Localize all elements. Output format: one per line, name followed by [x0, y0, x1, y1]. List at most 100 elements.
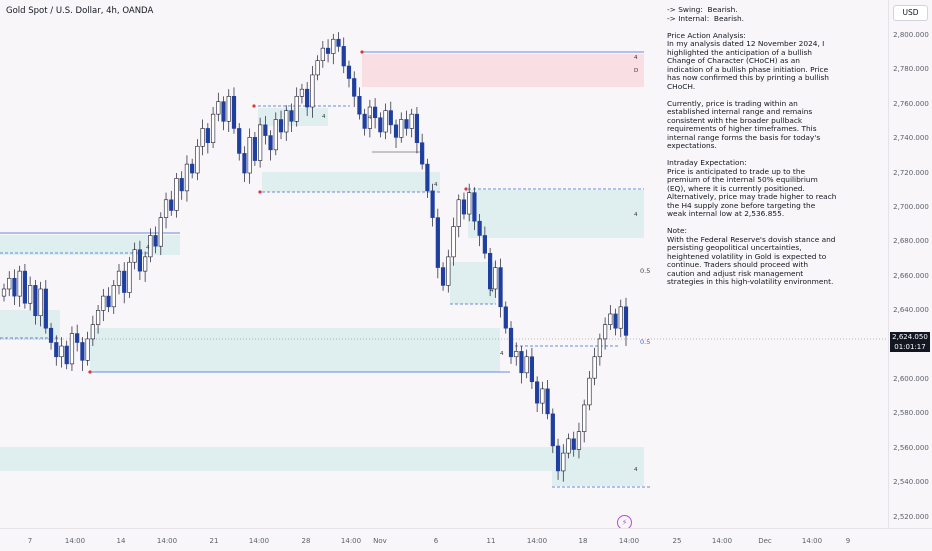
candle-up — [592, 356, 597, 379]
candle-up — [310, 74, 315, 108]
chart-area[interactable]: 4 4 4 4 4 4 4 4 4 D 0.5 0.5 Gold Spot / … — [0, 0, 888, 530]
candle-down — [336, 38, 341, 47]
candle-up — [294, 96, 299, 122]
candle-up — [582, 404, 587, 432]
candle-down — [435, 217, 440, 268]
candle-up — [210, 113, 216, 144]
candle-down — [373, 106, 378, 119]
price-chart[interactable]: 4 4 4 4 4 4 4 4 4 D 0.5 0.5 — [0, 0, 888, 528]
candle-down — [623, 306, 629, 336]
candle-up — [566, 438, 571, 454]
candle-up — [320, 47, 325, 61]
candle-down — [190, 163, 195, 174]
candle-down — [529, 356, 535, 383]
currency-button[interactable]: USD — [893, 5, 928, 21]
time-label: 9 — [845, 537, 851, 545]
candle-up — [493, 267, 498, 290]
candle-up — [200, 128, 205, 147]
candle-up — [216, 101, 221, 115]
candle-down — [22, 270, 28, 304]
price-label: 2,560.000 — [893, 443, 929, 452]
candle-up — [1, 288, 7, 297]
time-label: 11 — [486, 537, 496, 545]
pa-body: In my analysis dated 12 November 2024, I… — [667, 39, 832, 91]
demand-zone-eq — [90, 328, 500, 372]
candle-up — [116, 270, 122, 286]
demand-zone-right — [468, 190, 644, 238]
candle-down — [122, 270, 127, 293]
time-label: 18 — [578, 537, 588, 545]
candle-up — [524, 356, 529, 374]
candle-up — [247, 137, 252, 174]
candle-down — [33, 285, 38, 317]
candle-up — [111, 285, 116, 308]
candle-up — [85, 338, 90, 361]
candle-up — [101, 295, 106, 311]
candle-down — [472, 192, 477, 222]
candle-down — [64, 345, 69, 365]
candle-down — [555, 445, 561, 472]
candle-up — [59, 345, 64, 358]
candle-up — [608, 313, 613, 325]
candle-up — [540, 388, 545, 404]
candle-up — [399, 119, 404, 138]
demand-zone-mid-2 — [262, 172, 440, 192]
zone-mark: 4 — [634, 467, 638, 473]
price-label: 2,580.000 — [893, 409, 929, 418]
candle-down — [106, 295, 111, 308]
time-label: 7 — [27, 537, 33, 545]
zone-mark: 4 — [500, 351, 504, 357]
price-scale[interactable]: 2,800.000 2,780.000 2,760.000 2,740.000 2,72… — [888, 0, 932, 528]
candle-down — [550, 413, 555, 447]
candle-up — [28, 285, 33, 304]
candle-up — [561, 452, 566, 472]
candle-down — [488, 252, 493, 290]
candle-up — [195, 145, 200, 174]
candle-down — [477, 220, 482, 236]
candle-up — [576, 431, 582, 450]
time-label: 14 — [116, 537, 126, 545]
candle-down — [54, 342, 59, 358]
swing-point-low — [88, 370, 92, 374]
candle-up — [284, 110, 289, 133]
candle-down — [325, 47, 331, 54]
current-price-tag: 2,624.050 — [890, 332, 930, 342]
candle-down — [545, 388, 550, 415]
candle-down — [440, 267, 446, 286]
time-label: 25 — [672, 537, 682, 545]
candle-up — [383, 110, 388, 133]
current-body: Currently, price is trading within an es… — [667, 98, 823, 150]
time-scale[interactable]: 7 14:00 14 14:00 21 14:00 28 14:00 Nov 6 11 14:00 18… — [0, 528, 932, 551]
candle-up — [299, 88, 305, 97]
candle-down — [461, 199, 467, 215]
candle-down — [482, 235, 487, 254]
price-label: 2,600.000 — [893, 375, 929, 383]
candle-down — [346, 65, 352, 79]
candle-up — [587, 377, 592, 406]
price-label: 2,660.000 — [893, 271, 929, 280]
price-label: 2,760.000 — [893, 99, 929, 108]
candle-up — [467, 192, 472, 215]
candle-up — [38, 288, 43, 317]
candle-up — [127, 261, 132, 293]
swing-points — [88, 50, 468, 374]
candle-down — [169, 199, 174, 211]
pa-heading: Price Action Analysis: — [667, 30, 746, 40]
candle-down — [352, 78, 357, 97]
candle-down — [305, 88, 310, 108]
time-label: 14:00 — [618, 537, 640, 545]
zone-mark: 4 — [146, 245, 150, 251]
candle-down — [414, 113, 420, 144]
candle-down — [43, 288, 48, 329]
candle-up — [409, 113, 414, 129]
candle-down — [535, 381, 540, 404]
symbol-title[interactable]: Gold Spot / U.S. Dollar, 4h, OANDA — [6, 6, 154, 16]
candle-up — [258, 124, 263, 161]
candle-up — [174, 178, 179, 211]
candle-down — [289, 110, 294, 122]
swing-bias: -> Swing: Bearish. — [667, 5, 738, 14]
candle-up — [618, 306, 623, 329]
time-label: 14:00 — [248, 537, 270, 545]
candle-down — [278, 119, 284, 133]
candle-down — [48, 327, 54, 343]
